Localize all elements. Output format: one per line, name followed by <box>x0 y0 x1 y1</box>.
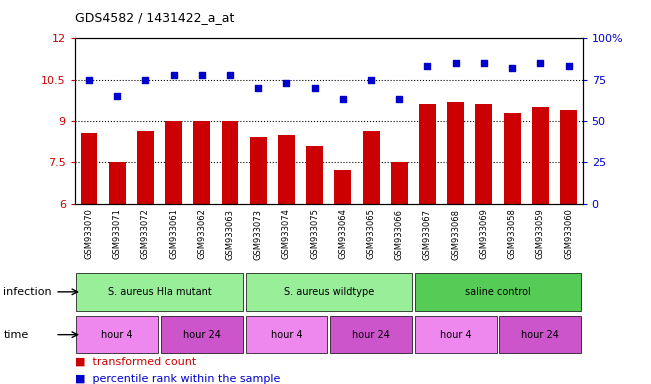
Bar <box>76 316 158 353</box>
Point <box>535 60 546 66</box>
Bar <box>161 316 243 353</box>
Point <box>225 72 235 78</box>
Point <box>450 60 461 66</box>
Text: saline control: saline control <box>465 287 531 297</box>
Text: GSM933062: GSM933062 <box>197 209 206 260</box>
Text: GSM933059: GSM933059 <box>536 209 545 259</box>
Point <box>309 85 320 91</box>
Text: GSM933070: GSM933070 <box>85 209 94 260</box>
Point <box>422 63 433 70</box>
Point <box>197 72 207 78</box>
Text: hour 4: hour 4 <box>102 329 133 340</box>
Bar <box>250 137 267 204</box>
Bar <box>165 121 182 204</box>
Bar <box>363 131 380 204</box>
Bar <box>330 316 412 353</box>
Point <box>394 96 404 103</box>
Bar <box>499 316 581 353</box>
Bar <box>137 131 154 204</box>
Text: hour 24: hour 24 <box>521 329 559 340</box>
Text: GSM933066: GSM933066 <box>395 209 404 260</box>
Point <box>112 93 122 99</box>
Text: GSM933060: GSM933060 <box>564 209 573 260</box>
Point <box>338 96 348 103</box>
Text: hour 24: hour 24 <box>183 329 221 340</box>
Text: GSM933058: GSM933058 <box>508 209 517 260</box>
Bar <box>532 107 549 204</box>
Bar <box>560 110 577 204</box>
Point <box>253 85 264 91</box>
Text: GSM933067: GSM933067 <box>423 209 432 260</box>
Bar <box>221 121 238 204</box>
Bar <box>81 133 98 204</box>
Point <box>366 77 376 83</box>
Bar <box>76 273 243 311</box>
Bar <box>109 162 126 204</box>
Text: hour 24: hour 24 <box>352 329 390 340</box>
Bar <box>245 316 327 353</box>
Bar <box>415 273 581 311</box>
Bar <box>504 113 521 204</box>
Text: GDS4582 / 1431422_a_at: GDS4582 / 1431422_a_at <box>75 12 234 25</box>
Text: GSM933061: GSM933061 <box>169 209 178 260</box>
Text: GSM933072: GSM933072 <box>141 209 150 260</box>
Text: GSM933073: GSM933073 <box>254 209 263 260</box>
Text: GSM933075: GSM933075 <box>310 209 319 260</box>
Text: hour 4: hour 4 <box>271 329 302 340</box>
Point <box>507 65 518 71</box>
Text: ■  percentile rank within the sample: ■ percentile rank within the sample <box>75 374 280 384</box>
Text: S. aureus wildtype: S. aureus wildtype <box>284 287 374 297</box>
Bar <box>391 162 408 204</box>
Bar <box>415 316 497 353</box>
Text: GSM933063: GSM933063 <box>225 209 234 260</box>
Point <box>84 77 94 83</box>
Text: GSM933064: GSM933064 <box>339 209 348 260</box>
Text: infection: infection <box>3 287 52 297</box>
Text: GSM933065: GSM933065 <box>367 209 376 260</box>
Bar <box>306 146 323 204</box>
Bar <box>193 121 210 204</box>
Point <box>169 72 179 78</box>
Text: ■  transformed count: ■ transformed count <box>75 357 196 367</box>
Point <box>281 80 292 86</box>
Text: hour 4: hour 4 <box>440 329 471 340</box>
Bar <box>419 104 436 204</box>
Text: time: time <box>3 329 29 340</box>
Text: GSM933071: GSM933071 <box>113 209 122 260</box>
Bar <box>278 135 295 204</box>
Text: GSM933069: GSM933069 <box>479 209 488 260</box>
Text: GSM933074: GSM933074 <box>282 209 291 260</box>
Bar <box>335 170 352 204</box>
Point <box>478 60 489 66</box>
Text: S. aureus Hla mutant: S. aureus Hla mutant <box>107 287 212 297</box>
Bar <box>475 104 492 204</box>
Text: GSM933068: GSM933068 <box>451 209 460 260</box>
Bar <box>245 273 412 311</box>
Point <box>140 77 150 83</box>
Point <box>563 63 574 70</box>
Bar <box>447 102 464 204</box>
